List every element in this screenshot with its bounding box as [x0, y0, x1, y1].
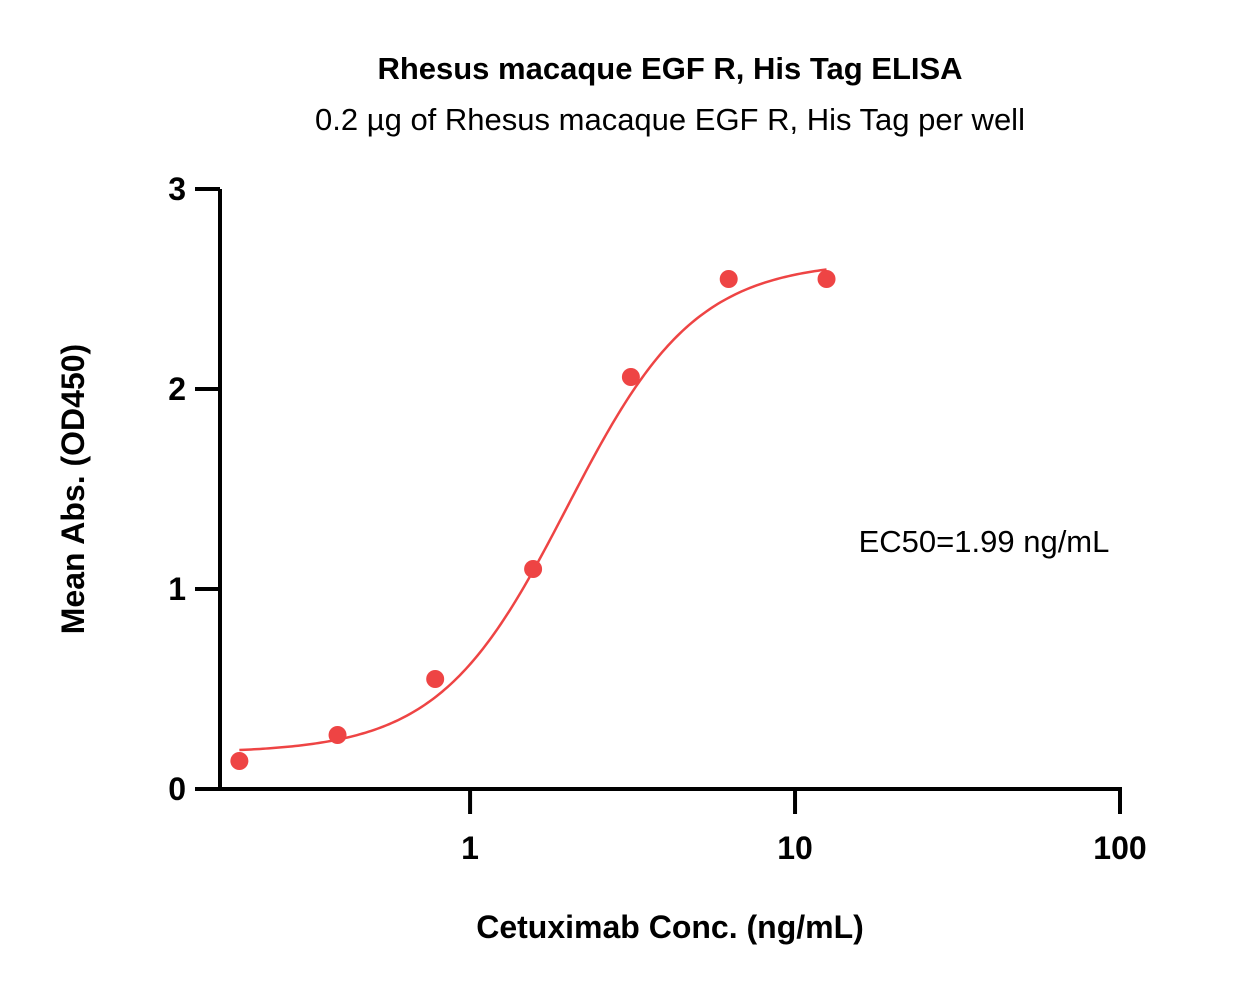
data-point — [621, 368, 640, 386]
y-tick-label: 3 — [168, 171, 186, 207]
ec50-annotation: EC50=1.99 ng/mL — [859, 524, 1110, 559]
data-point — [230, 752, 249, 770]
chart-subtitle: 0.2 µg of Rhesus macaque EGF R, His Tag … — [315, 102, 1025, 137]
data-point — [328, 726, 347, 744]
x-tick-label: 100 — [1093, 830, 1146, 866]
y-axis-label: Mean Abs. (OD450) — [55, 344, 91, 634]
data-point — [524, 560, 543, 578]
data-point — [719, 270, 738, 288]
y-tick-label: 1 — [168, 571, 186, 607]
x-tick-label: 10 — [777, 830, 813, 866]
y-tick-label: 2 — [168, 371, 186, 407]
plot-area: 0 1 2 3 1 10 100 — [168, 171, 1146, 866]
y-tick-label: 0 — [168, 771, 186, 807]
x-axis-label: Cetuximab Conc. (ng/mL) — [476, 909, 864, 945]
x-tick-label: 1 — [461, 830, 479, 866]
data-point — [426, 670, 445, 688]
chart-title: Rhesus macaque EGF R, His Tag ELISA — [377, 51, 962, 86]
data-point — [817, 270, 836, 288]
fit-curve-line — [239, 268, 827, 752]
